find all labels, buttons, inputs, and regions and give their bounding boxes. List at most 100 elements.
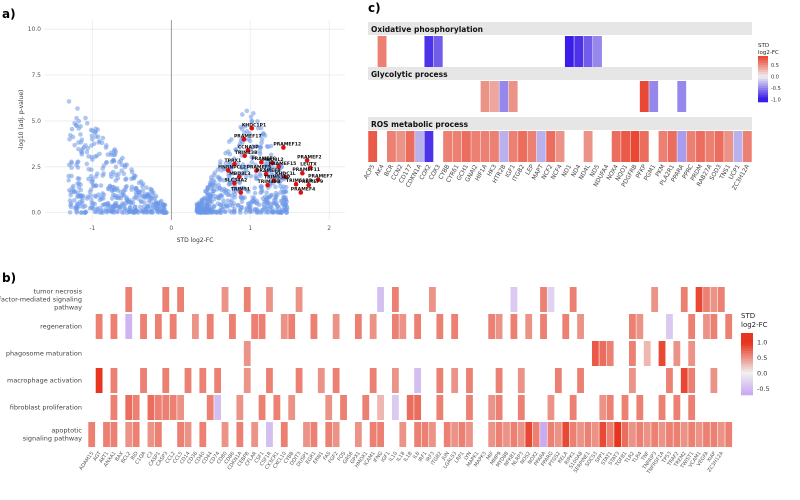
heatmap-cell (369, 422, 377, 447)
scatter-point (248, 199, 254, 205)
heatmap-cell (569, 287, 577, 312)
scatter-point (249, 118, 255, 124)
heatmap-cell (396, 131, 406, 162)
heatmap-cell (591, 341, 599, 366)
scatter-point (93, 209, 99, 215)
heatmap-cell (332, 368, 340, 393)
scatter-point (243, 123, 248, 129)
heatmap-cell (310, 422, 318, 447)
heatmap-cell (125, 395, 133, 420)
scatter-point (213, 210, 219, 215)
scatter-point (85, 194, 91, 199)
heatmap-cell (636, 395, 644, 420)
heatmap-cell (686, 131, 696, 162)
scatter-point (206, 207, 211, 213)
scatter-point (129, 169, 135, 175)
heatmap-cell (584, 422, 592, 447)
heatmap-cell (177, 422, 184, 447)
scatter-point (68, 200, 74, 206)
legend-title: STD (758, 43, 769, 49)
heatmap-cell (621, 395, 629, 420)
heatmap-cell (433, 36, 443, 67)
scatter-point (246, 163, 251, 169)
scatter-point (271, 197, 277, 203)
scatter-point (97, 138, 102, 144)
scatter-point (100, 135, 106, 141)
heatmap-cell (125, 314, 133, 339)
legend-gradient-step (758, 76, 768, 80)
heatmap-cell (399, 314, 407, 339)
row-label: macrophage activation (7, 377, 82, 385)
scatter-point (239, 199, 245, 205)
heatmap-cell (621, 422, 629, 447)
heatmap-cell (606, 422, 614, 447)
heatmap-cell (391, 395, 399, 420)
heatmap-cell (680, 287, 688, 312)
heatmap-cell (547, 287, 555, 312)
heatmap-cell (490, 131, 499, 162)
legend-gradient-step (741, 374, 753, 378)
scatter-point (103, 145, 109, 150)
heatmap-cell (503, 422, 510, 447)
scatter-point (273, 184, 278, 190)
heatmap-cell (95, 314, 103, 339)
heatmap-cell (532, 422, 540, 447)
heatmap-cell (154, 395, 162, 420)
heatmap-cell (688, 395, 696, 420)
heatmap-cell (714, 131, 724, 162)
heatmap-cell (229, 314, 236, 339)
scatter-point (213, 194, 218, 199)
heatmap-cell (140, 314, 147, 339)
scatter-point (71, 197, 77, 203)
scatter-point (235, 202, 241, 208)
heatmap-cell (132, 422, 140, 447)
heatmap-cell (414, 314, 422, 339)
track-title: ROS metabolic process (371, 120, 469, 129)
heatmap-cell (451, 368, 459, 393)
row-label: phagosome maturation (6, 350, 82, 358)
scatter-point (69, 126, 75, 132)
legend-tick-label: -1.0 (771, 98, 781, 104)
point-label: PRAMEF7 (308, 174, 333, 180)
scatter-point (86, 154, 91, 159)
legend-gradient-step (758, 83, 768, 87)
heatmap-cell (436, 314, 444, 339)
scatter-point (78, 210, 84, 215)
heatmap-cell (184, 422, 192, 447)
heatmap-cell (458, 422, 466, 447)
heatmap-cell (673, 395, 681, 420)
heatmap-cell (555, 131, 565, 162)
heatmap-cell (169, 314, 177, 339)
scatter-point (218, 202, 223, 207)
scatter-point (66, 99, 72, 104)
heatmap-cell (258, 395, 266, 420)
scatter-point (97, 151, 102, 157)
track-title-strip (368, 22, 752, 35)
heatmap-cell (525, 314, 533, 339)
scatter-point (72, 206, 78, 212)
gene-label: JUN (440, 450, 451, 462)
scatter-point (90, 157, 95, 162)
legend-gradient-step (741, 366, 753, 370)
scatter-point (156, 207, 162, 213)
scatter-point (128, 199, 134, 205)
legend-gradient-step (758, 99, 768, 103)
heatmap-cell (611, 131, 621, 162)
scatter-point (123, 201, 129, 206)
scatter-point (76, 146, 81, 152)
scatter-point (72, 120, 77, 126)
scatter-point (229, 137, 234, 142)
heatmap-cell (443, 422, 451, 447)
scatter-point (98, 183, 104, 188)
scatter-point (276, 172, 282, 177)
heatmap-cell (540, 422, 547, 447)
scatter-point (144, 185, 149, 190)
heatmap-cell (606, 341, 614, 366)
legend-gradient-step (741, 333, 753, 336)
track-title: Glycolytic process (371, 70, 448, 79)
legend-gradient-step (758, 85, 768, 89)
legend-gradient-step (741, 376, 753, 380)
scatter-point (75, 176, 81, 181)
scatter-point (250, 195, 256, 200)
